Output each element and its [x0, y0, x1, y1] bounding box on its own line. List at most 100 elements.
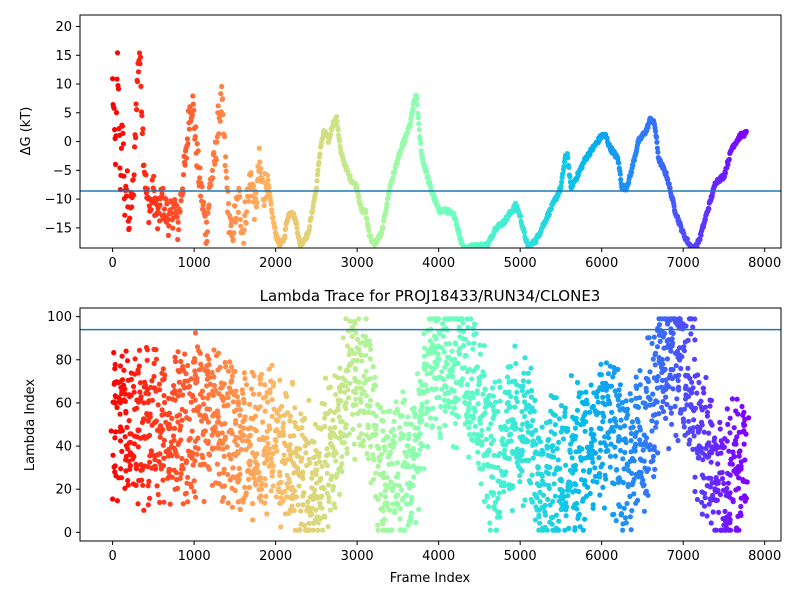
lambda-point — [403, 492, 410, 498]
delta-g-point — [117, 165, 123, 171]
lambda-point — [264, 511, 270, 517]
lambda-point — [617, 382, 624, 388]
delta-g-point — [645, 124, 651, 131]
lambda-point — [573, 415, 579, 421]
lambda-point — [620, 527, 626, 533]
lambda-point — [600, 394, 606, 400]
lambda-point — [321, 513, 327, 519]
delta-g-point — [215, 103, 221, 109]
lambda-point — [450, 374, 456, 380]
lambda-point — [247, 401, 253, 407]
lambda-point — [437, 430, 443, 437]
lambda-point — [186, 383, 193, 389]
lambda-point — [280, 424, 286, 431]
lambda-point — [428, 350, 435, 356]
lambda-point — [664, 382, 670, 388]
lambda-point — [226, 385, 232, 391]
lambda-point — [680, 416, 687, 422]
lambda-point — [122, 485, 128, 491]
bottom-plot-frame — [79, 307, 782, 542]
lambda-point — [582, 428, 588, 434]
lambda-point — [287, 442, 293, 448]
lambda-point — [194, 375, 200, 382]
lambda-point — [312, 487, 318, 493]
lambda-point — [706, 440, 712, 446]
lambda-point — [131, 454, 137, 460]
lambda-point — [373, 383, 379, 389]
delta-g-point — [160, 185, 166, 191]
lambda-point — [710, 492, 716, 498]
lambda-point — [400, 389, 406, 395]
lambda-point — [337, 491, 343, 497]
lambda-point — [529, 472, 535, 478]
lambda-point — [454, 445, 460, 451]
lambda-point — [416, 506, 422, 512]
lambda-point — [736, 453, 742, 459]
delta-g-point — [156, 210, 162, 216]
delta-g-point — [517, 213, 524, 219]
lambda-point — [643, 435, 650, 441]
lambda-point — [701, 503, 708, 509]
lambda-point — [653, 350, 659, 356]
lambda-point — [321, 486, 327, 492]
lambda-point — [624, 500, 630, 507]
delta-g-point — [176, 227, 182, 233]
lambda-point — [333, 392, 339, 398]
lambda-point — [731, 425, 737, 431]
lambda-point — [178, 423, 184, 429]
lambda-point — [214, 461, 220, 467]
lambda-point — [641, 458, 647, 464]
delta-g-point — [546, 211, 552, 217]
lambda-point — [631, 458, 637, 464]
lambda-point — [382, 447, 388, 453]
lambda-point — [735, 485, 742, 491]
lambda-point — [226, 452, 232, 458]
lambda-point — [155, 491, 161, 498]
lambda-point — [280, 429, 286, 435]
lambda-point — [348, 347, 354, 353]
lambda-point — [668, 410, 675, 416]
delta-g-point — [559, 179, 565, 185]
lambda-point — [215, 432, 221, 438]
lambda-point — [191, 478, 197, 484]
lambda-point — [681, 424, 687, 430]
lambda-point — [524, 420, 530, 426]
lambda-point — [191, 488, 197, 495]
lambda-point — [556, 518, 562, 524]
delta-g-point — [131, 172, 137, 178]
delta-g-point — [223, 154, 229, 160]
lambda-point — [645, 492, 651, 498]
delta-g-point — [725, 161, 731, 167]
lambda-point — [303, 450, 309, 456]
lambda-point — [240, 438, 246, 444]
delta-g-point — [124, 168, 130, 174]
lambda-point — [449, 410, 455, 416]
lambda-point — [599, 461, 606, 467]
lambda-point — [160, 463, 167, 469]
lambda-point — [142, 382, 148, 388]
delta-g-point — [232, 219, 238, 225]
lambda-point — [649, 428, 655, 434]
lambda-point — [162, 399, 168, 406]
lambda-point — [480, 391, 486, 397]
lambda-point — [655, 450, 661, 456]
lambda-point — [169, 453, 175, 459]
lambda-point — [640, 477, 646, 483]
lambda-point — [228, 364, 235, 370]
lambda-point — [654, 344, 661, 350]
lambda-point — [631, 491, 637, 497]
lambda-point — [479, 427, 485, 434]
lambda-point — [119, 377, 126, 383]
lambda-point — [219, 440, 226, 446]
lambda-point — [465, 390, 471, 396]
lambda-point — [656, 332, 663, 338]
lambda-point — [169, 474, 175, 480]
lambda-point — [313, 447, 319, 454]
delta-g-point — [328, 131, 334, 137]
lambda-point — [360, 438, 367, 444]
delta-g-point — [224, 175, 230, 181]
lambda-point — [433, 416, 439, 422]
lambda-point — [672, 350, 679, 356]
lambda-point — [743, 431, 749, 437]
lambda-point — [286, 476, 292, 482]
